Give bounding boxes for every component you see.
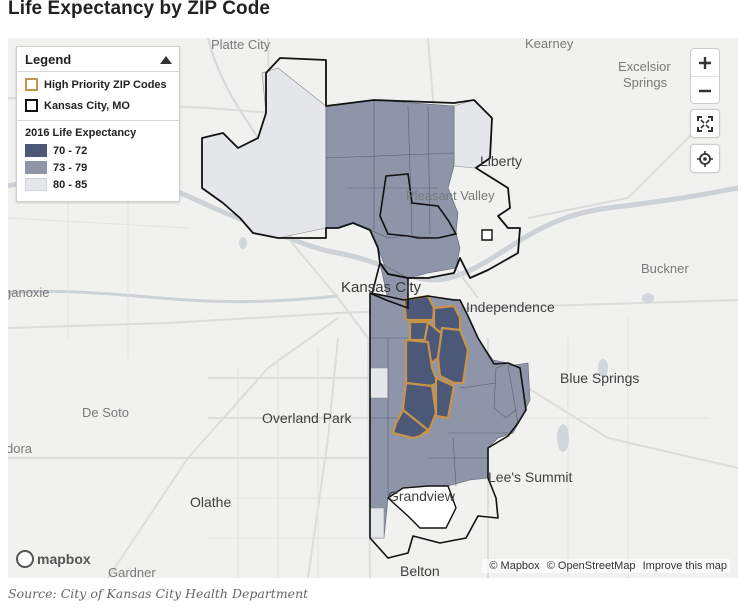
- zip-light-2: [369, 507, 385, 539]
- mapbox-logo-icon: [16, 550, 34, 568]
- legend-label-kcmo: Kansas City, MO: [44, 99, 130, 112]
- label-de-soto: De Soto: [82, 405, 129, 420]
- mapbox-wordmark: mapbox: [37, 551, 91, 567]
- fullscreen-button[interactable]: [690, 109, 720, 138]
- label-platte-city: Platte City: [211, 38, 271, 52]
- zoom-in-button[interactable]: [691, 49, 719, 76]
- label-kearney: Kearney: [525, 38, 574, 51]
- zoom-out-button[interactable]: [691, 76, 719, 103]
- attribution-bar: © Mapbox © OpenStreetMap Improve this ma…: [482, 559, 730, 573]
- legend-label-priority: High Priority ZIP Codes: [44, 78, 167, 91]
- zip-priority-9: [434, 376, 456, 420]
- legend-row-class-1: 70 - 72: [25, 144, 171, 157]
- label-springs: Springs: [623, 75, 668, 90]
- legend-fill-section: 2016 Life Expectancy 70 - 72 73 - 79 80 …: [17, 120, 179, 201]
- collapse-triangle-icon[interactable]: [160, 55, 172, 64]
- legend-outline-section: High Priority ZIP Codes Kansas City, MO: [17, 72, 179, 120]
- legend-row-kcmo: Kansas City, MO: [25, 99, 171, 112]
- label-pleasant-valley: Pleasant Valley: [406, 188, 495, 203]
- legend-label-class-2: 73 - 79: [53, 161, 88, 174]
- kansas-river: [8, 289, 339, 304]
- geolocate-button[interactable]: [690, 144, 720, 173]
- label-olathe: Olathe: [190, 494, 232, 510]
- source-note: Source: City of Kansas City Health Depar…: [8, 586, 309, 601]
- label-liberty: Liberty: [480, 153, 523, 169]
- kcmo-south-outline: [369, 292, 527, 559]
- kcmo-small-box: [481, 229, 493, 241]
- label-overland-park: Overland Park: [262, 410, 352, 426]
- geolocate-icon: [697, 150, 713, 167]
- label-lees-summit: Lee's Summit: [488, 469, 573, 485]
- kcmo-inner-outline: [379, 173, 458, 239]
- plus-icon: [699, 56, 711, 69]
- legend-row-class-3: 80 - 85: [25, 178, 171, 191]
- label-grandview: Grandview: [388, 488, 455, 504]
- attribution-osm-link[interactable]: © OpenStreetMap: [546, 560, 636, 572]
- class-3-swatch: [25, 178, 47, 191]
- label-blue-springs: Blue Springs: [560, 370, 640, 386]
- label-gardner: Gardner: [108, 565, 156, 578]
- label-independence: Independence: [466, 299, 555, 315]
- zoom-controls: [690, 48, 720, 104]
- mapbox-logo[interactable]: mapbox: [16, 550, 91, 568]
- zip-south-east-2: [507, 362, 531, 424]
- label-belton: Belton: [400, 563, 440, 578]
- legend-row-class-2: 73 - 79: [25, 161, 171, 174]
- kcmo-grandview-gap: [386, 485, 457, 529]
- label-buckner: Buckner: [641, 261, 689, 276]
- zip-priority-8: [391, 408, 430, 440]
- label-kansas-city: Kansas City: [341, 279, 422, 296]
- class-2-swatch: [25, 161, 47, 174]
- label-excelsior: Excelsior: [618, 59, 671, 74]
- legend-panel: Legend High Priority ZIP Codes Kansas Ci…: [16, 46, 180, 202]
- legend-label-class-1: 70 - 72: [53, 144, 88, 157]
- zip-light-1: [369, 367, 389, 399]
- fullscreen-icon: [697, 115, 713, 132]
- legend-header[interactable]: Legend: [17, 47, 179, 72]
- improve-map-link[interactable]: Improve this map: [642, 560, 727, 572]
- label-dora: dora: [8, 441, 33, 456]
- legend-label-class-3: 80 - 85: [53, 178, 88, 191]
- zip-north-center: [325, 99, 459, 239]
- legend-subtitle: 2016 Life Expectancy: [25, 127, 137, 139]
- legend-title: Legend: [25, 52, 72, 67]
- kcmo-outline: [201, 57, 521, 279]
- legend-row-priority: High Priority ZIP Codes: [25, 78, 171, 91]
- map-basemap[interactable]: [8, 38, 738, 578]
- kcmo-outline-swatch: [25, 99, 38, 112]
- minus-icon: [699, 89, 711, 92]
- attribution-mapbox-link[interactable]: © Mapbox: [489, 560, 540, 572]
- page-title: Life Expectancy by ZIP Code: [8, 0, 271, 19]
- map-view[interactable]: Platte City Kearney Excelsior Springs Li…: [8, 38, 738, 578]
- zip-priority-5: [436, 326, 470, 385]
- priority-outline-swatch: [25, 78, 38, 91]
- label-ganoxie: ganoxie: [8, 285, 50, 300]
- class-1-swatch: [25, 144, 47, 157]
